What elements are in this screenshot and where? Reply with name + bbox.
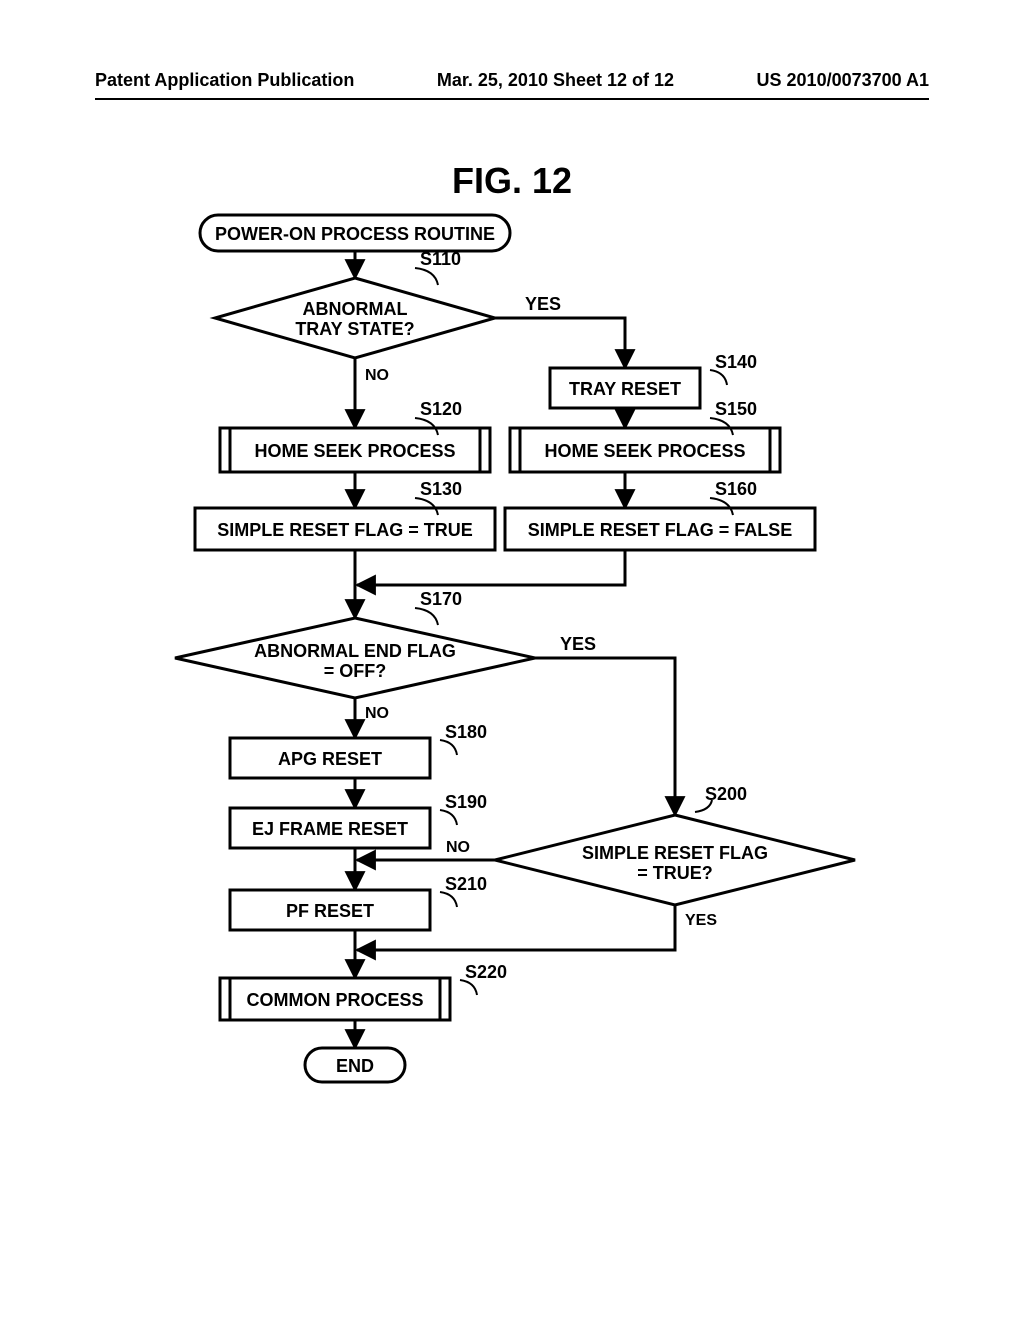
svg-text:= OFF?: = OFF?: [324, 661, 387, 681]
step-leader: [440, 892, 457, 907]
step-leader: [440, 810, 457, 825]
yes-label: YES: [525, 294, 561, 314]
svg-text:SIMPLE RESET FLAG = TRUE: SIMPLE RESET FLAG = TRUE: [217, 520, 473, 540]
decision-simple-reset-flag: SIMPLE RESET FLAG = TRUE?: [495, 815, 855, 905]
svg-text:HOME SEEK PROCESS: HOME SEEK PROCESS: [254, 441, 455, 461]
box-tray-reset: TRAY RESET: [550, 368, 700, 408]
header-right: US 2010/0073700 A1: [757, 70, 929, 91]
figure-title: FIG. 12: [0, 160, 1024, 202]
step-leader: [415, 268, 438, 285]
svg-text:APG RESET: APG RESET: [278, 749, 382, 769]
header-center: Mar. 25, 2010 Sheet 12 of 12: [437, 70, 674, 91]
svg-text:COMMON PROCESS: COMMON PROCESS: [246, 990, 423, 1010]
svg-text:SIMPLE RESET FLAG = FALSE: SIMPLE RESET FLAG = FALSE: [528, 520, 793, 540]
svg-text:ABNORMAL END FLAG: ABNORMAL END FLAG: [254, 641, 456, 661]
header-rule: [95, 98, 929, 100]
box-simple-flag-true: SIMPLE RESET FLAG = TRUE: [195, 508, 495, 550]
step-label: S110: [420, 249, 461, 269]
step-leader: [415, 608, 438, 625]
box-home-seek-right: HOME SEEK PROCESS: [510, 428, 780, 472]
yes-label: YES: [560, 634, 596, 654]
svg-text:POWER-ON PROCESS ROUTINE: POWER-ON PROCESS ROUTINE: [215, 224, 495, 244]
step-label: S160: [715, 479, 757, 499]
svg-text:ABNORMAL: ABNORMAL: [303, 299, 408, 319]
step-leader: [710, 370, 727, 385]
svg-text:TRAY STATE?: TRAY STATE?: [295, 319, 414, 339]
step-label: S140: [715, 352, 757, 372]
decision-abnormal-tray: ABNORMAL TRAY STATE?: [215, 278, 495, 358]
box-common-process: COMMON PROCESS: [220, 978, 450, 1020]
flowchart: POWER-ON PROCESS ROUTINE ABNORMAL TRAY S…: [135, 210, 895, 1210]
step-label: S170: [420, 589, 462, 609]
end-node: END: [305, 1048, 405, 1082]
box-pf-reset: PF RESET: [230, 890, 430, 930]
step-label: S180: [445, 722, 487, 742]
step-label: S120: [420, 399, 462, 419]
svg-text:SIMPLE RESET FLAG: SIMPLE RESET FLAG: [582, 843, 768, 863]
no-label: NO: [365, 367, 389, 384]
svg-text:= TRUE?: = TRUE?: [637, 863, 713, 883]
svg-text:EJ FRAME RESET: EJ FRAME RESET: [252, 819, 408, 839]
box-ej-frame-reset: EJ FRAME RESET: [230, 808, 430, 848]
edge: [535, 658, 675, 815]
step-label: S190: [445, 792, 487, 812]
box-apg-reset: APG RESET: [230, 738, 430, 778]
svg-text:PF RESET: PF RESET: [286, 901, 374, 921]
header-left: Patent Application Publication: [95, 70, 354, 91]
step-leader: [440, 740, 457, 755]
step-label: S130: [420, 479, 462, 499]
step-label: S200: [705, 784, 747, 804]
step-leader: [460, 980, 477, 995]
step-label: S210: [445, 874, 487, 894]
start-node: POWER-ON PROCESS ROUTINE: [200, 215, 510, 251]
edge: [495, 318, 625, 368]
svg-text:HOME SEEK PROCESS: HOME SEEK PROCESS: [544, 441, 745, 461]
decision-abnormal-end-flag: ABNORMAL END FLAG = OFF?: [175, 618, 535, 698]
step-label: S220: [465, 962, 507, 982]
step-label: S150: [715, 399, 757, 419]
yes-label: YES: [685, 912, 717, 929]
edge: [357, 550, 625, 585]
svg-text:TRAY RESET: TRAY RESET: [569, 379, 681, 399]
no-label: NO: [446, 839, 470, 856]
box-home-seek-left: HOME SEEK PROCESS: [220, 428, 490, 472]
no-label: NO: [365, 705, 389, 722]
box-simple-flag-false: SIMPLE RESET FLAG = FALSE: [505, 508, 815, 550]
svg-text:END: END: [336, 1056, 374, 1076]
